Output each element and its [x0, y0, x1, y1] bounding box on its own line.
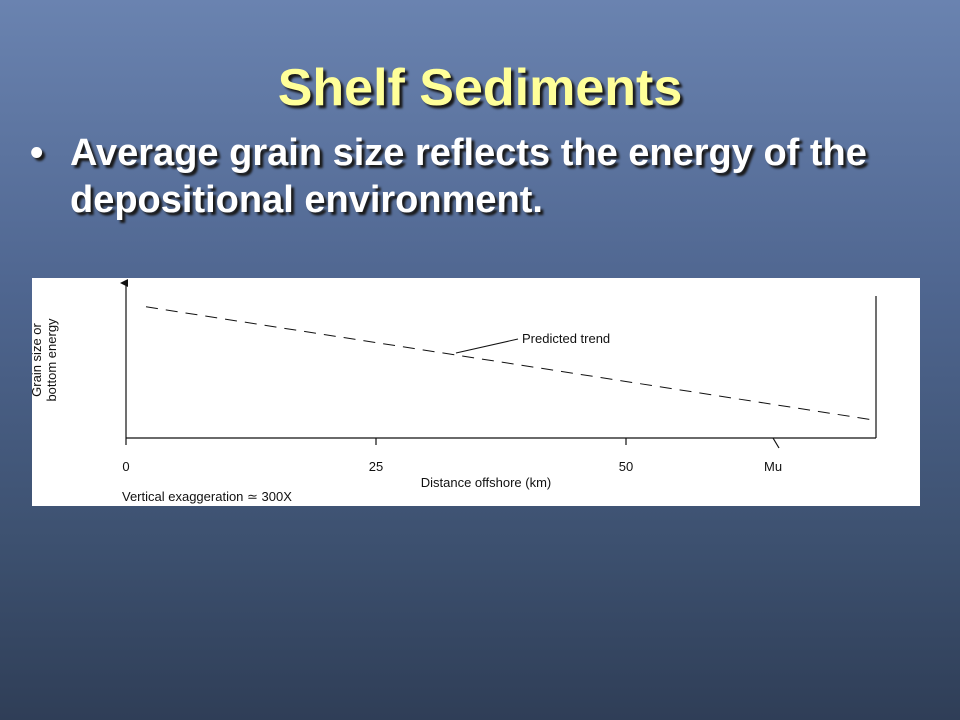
- chart-svg: 0 25 50 Mu Predicted trend Grain size or bo…: [32, 279, 877, 504]
- y-axis-label-line-2: bottom energy: [44, 318, 59, 402]
- chart-figure: 0 25 50 Mu Predicted trend Grain size or bo…: [32, 278, 920, 506]
- predicted-trend-line: [145, 306, 877, 421]
- x-tick-label-1: 25: [369, 459, 383, 474]
- vertical-exaggeration-note: Vertical exaggeration ≃ 300X: [122, 489, 292, 504]
- x-tick-label-2: 50: [619, 459, 633, 474]
- trend-label-leader: [455, 338, 519, 354]
- y-axis-label: Grain size or bottom energy: [32, 318, 59, 402]
- x-axis-label: Distance offshore (km): [421, 475, 552, 490]
- bullet-point: • Average grain size reflects the energy…: [30, 130, 930, 224]
- x-ticks: 0 25 50 Mu: [122, 437, 782, 474]
- x-tick-label-3: Mu: [764, 459, 782, 474]
- y-axis-label-line-1: Grain size or: [32, 322, 44, 396]
- x-tick-label-0: 0: [122, 459, 129, 474]
- x-tick-mark-3: [772, 437, 780, 449]
- bullet-marker: •: [30, 132, 44, 174]
- slide-title: Shelf Sediments: [277, 59, 683, 117]
- bullet-text: Average grain size reflects the energy o…: [70, 132, 867, 221]
- trend-label: Predicted trend: [522, 331, 610, 346]
